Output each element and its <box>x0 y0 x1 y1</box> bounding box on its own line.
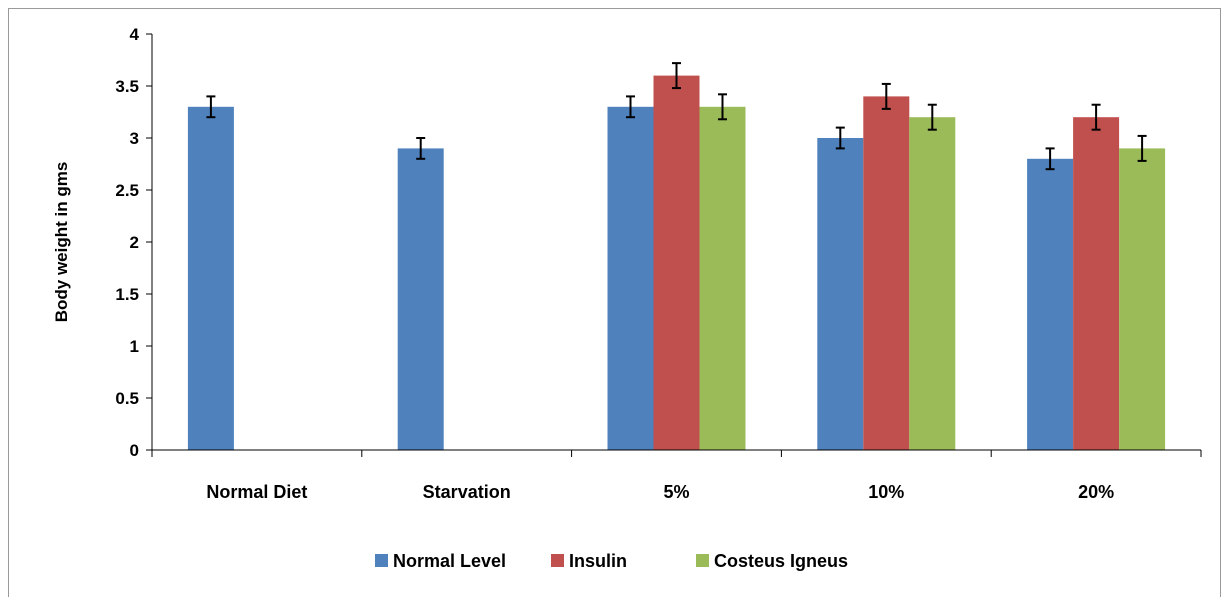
axes-layer <box>146 33 1202 457</box>
legend-swatch <box>696 554 709 567</box>
legend-label: Costeus Igneus <box>714 551 848 571</box>
bar <box>187 106 234 451</box>
legend-swatch <box>551 554 564 567</box>
bar <box>607 106 654 451</box>
bar <box>817 138 864 450</box>
x-tick-label: 5% <box>663 482 689 502</box>
bar <box>909 117 956 450</box>
bar <box>1027 158 1074 451</box>
bar <box>397 148 444 450</box>
x-tick-label: Normal Diet <box>206 482 307 502</box>
x-tick-label: Starvation <box>423 482 511 502</box>
bar <box>699 106 746 451</box>
bar <box>863 96 910 451</box>
y-tick-label: 3 <box>130 129 139 148</box>
legend: Normal Level Insulin Costeus Igneus <box>375 551 848 571</box>
legend-label: Normal Level <box>393 551 506 571</box>
y-axis-title: Body weight in gms <box>52 162 71 323</box>
y-tick-label: 0 <box>130 441 139 460</box>
legend-swatch <box>375 554 388 567</box>
y-tick-label: 0.5 <box>115 389 139 408</box>
y-tick-label: 1.5 <box>115 285 139 304</box>
y-tick-label: 2.5 <box>115 181 139 200</box>
bars-layer <box>187 75 1166 451</box>
y-tick-label: 4 <box>130 25 140 44</box>
y-tick-label: 3.5 <box>115 77 139 96</box>
bar <box>1119 148 1166 450</box>
x-tick-label: 10% <box>868 482 904 502</box>
y-tick-label: 2 <box>130 233 139 252</box>
legend-label: Insulin <box>569 551 627 571</box>
bar <box>653 75 700 450</box>
bar <box>1073 117 1120 450</box>
chart-border <box>8 8 1221 602</box>
y-tick-label: 1 <box>130 337 139 356</box>
labels-layer: 0 0.5 1 1.5 2 2.5 3 3.5 4 Normal Diet Starvation 5%… <box>52 25 1114 502</box>
error-bars-layer <box>206 62 1147 171</box>
x-tick-label: 20% <box>1078 482 1114 502</box>
